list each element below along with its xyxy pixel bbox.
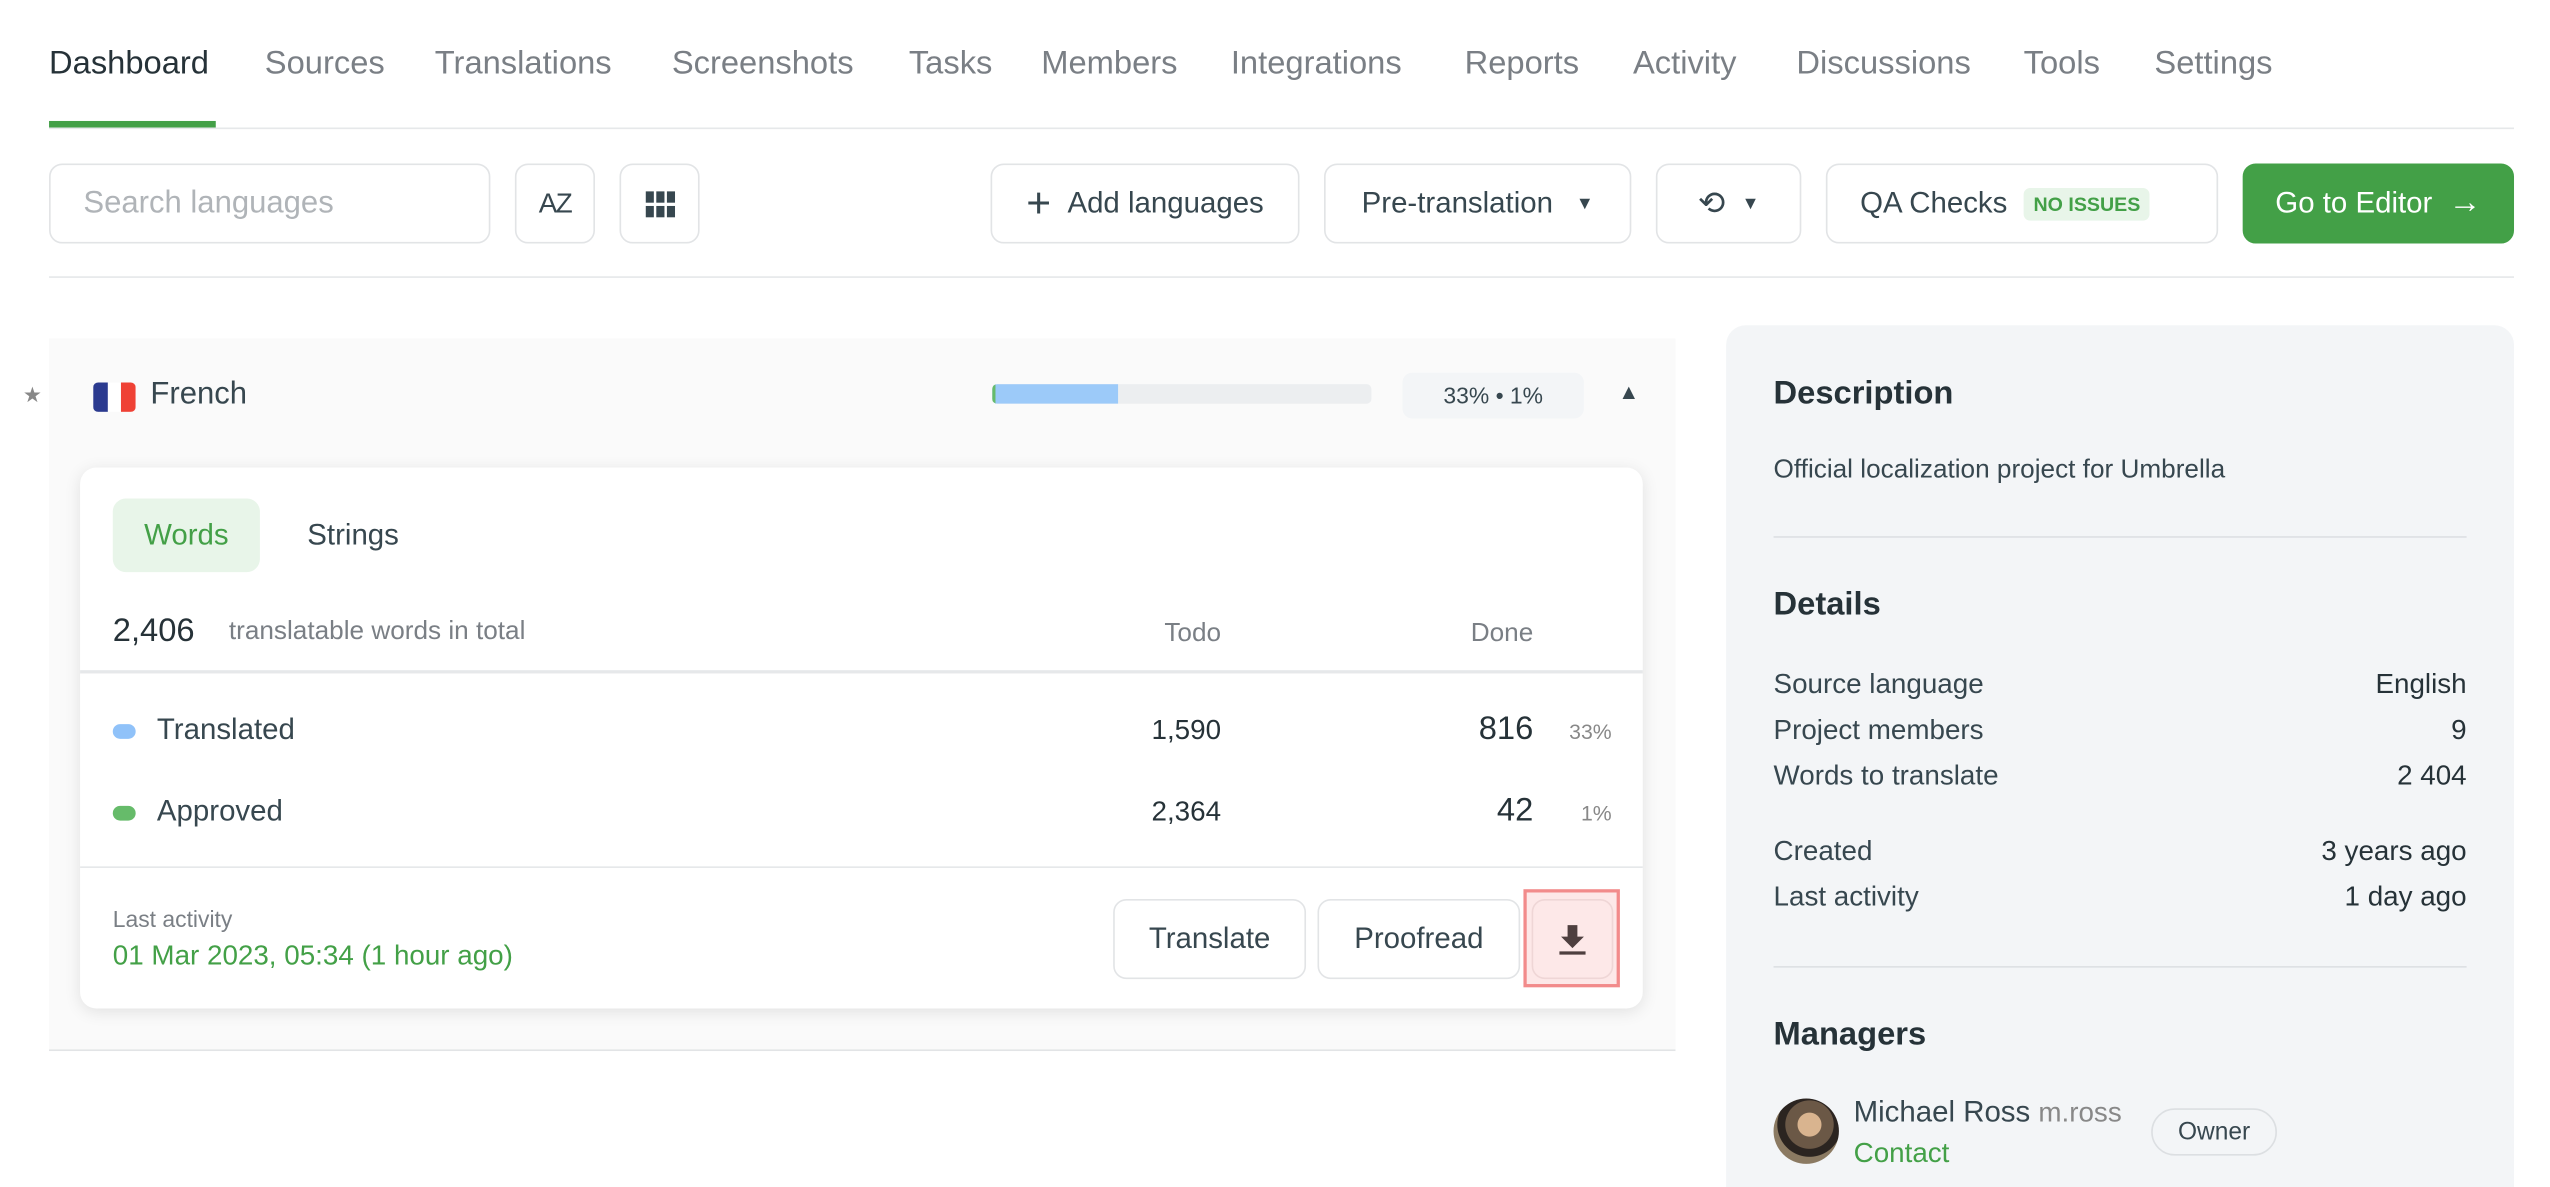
manager-username: m.ross [2038,1096,2122,1128]
french-flag-icon [93,382,136,412]
managers-title: Managers [1773,1016,1927,1053]
tab-words[interactable]: Words [112,498,260,573]
details-title: Details [1773,586,1881,623]
detail-value: 3 years ago [2321,835,2467,867]
active-tab-indicator [49,120,216,128]
translate-button[interactable]: Translate [1113,899,1307,980]
qa-checks-label: QA Checks [1860,186,2008,220]
tab-screenshots[interactable]: Screenshots [671,45,854,82]
sync-icon: ⟲ [1697,186,1726,223]
row-done: 42 [1496,792,1534,829]
download-button[interactable] [1531,899,1614,980]
pretranslation-label: Pre-translation [1361,186,1553,220]
divider [1773,536,2467,538]
progress-badge: 33% • 1% [1402,372,1584,419]
language-name[interactable]: French [150,377,248,412]
detail-label: Project members [1773,714,1984,746]
row-todo: 1,590 [1151,714,1222,746]
description-text: Official localization project for Umbrel… [1773,456,2226,484]
owner-label: Owner [2177,1118,2251,1146]
detail-value: 1 day ago [2344,881,2467,913]
add-languages-button[interactable]: + Add languages [990,163,1300,244]
contact-link[interactable]: Contact [1853,1137,1950,1169]
go-to-editor-label: Go to Editor [2275,186,2433,220]
tab-discussions[interactable]: Discussions [1796,45,1971,82]
sort-button[interactable]: AZ [514,163,595,244]
tab-settings[interactable]: Settings [2154,45,2273,82]
language-progress-bar [992,384,1372,404]
go-to-editor-button[interactable]: Go to Editor → [2242,163,2515,244]
translate-label: Translate [1148,921,1271,955]
divider [1773,966,2467,968]
manager-name: Michael Ross [1853,1095,2031,1128]
caret-down-icon: ▼ [1575,193,1594,214]
tab-members[interactable]: Members [1041,45,1178,82]
tab-strings-label: Strings [307,518,399,551]
search-placeholder: Search languages [83,185,334,220]
proofread-label: Proofread [1354,921,1484,955]
divider [80,866,1643,868]
favorite-star-icon[interactable]: ★ [22,382,42,408]
description-title: Description [1773,375,1954,412]
search-input[interactable]: Search languages [49,163,491,244]
qa-checks-button[interactable]: QA Checks NO ISSUES [1825,163,2219,244]
sort-az-icon: AZ [538,187,573,219]
detail-label: Created [1773,835,1873,867]
translated-dot [112,724,136,739]
progress-text: 33% • 1% [1443,382,1544,409]
divider [49,276,2515,278]
tab-sources[interactable]: Sources [264,45,385,82]
row-todo: 2,364 [1151,796,1222,828]
project-info-panel [1726,325,2515,1187]
detail-label: Words to translate [1773,760,1999,792]
total-words: 2,406 [112,612,195,649]
detail-label: Source language [1773,668,1984,700]
collapse-caret-icon[interactable]: ▲ [1618,379,1640,404]
add-languages-label: Add languages [1067,186,1264,220]
divider [49,127,2515,130]
tab-reports[interactable]: Reports [1464,45,1580,82]
proofread-button[interactable]: Proofread [1317,899,1521,980]
row-percent: 33% [1569,719,1612,744]
download-icon [1559,924,1586,954]
plus-icon: + [1026,178,1052,228]
tab-tasks[interactable]: Tasks [908,45,993,82]
tab-integrations[interactable]: Integrations [1230,45,1402,82]
approved-dot [112,805,136,821]
last-activity-value: 01 Mar 2023, 05:34 (1 hour ago) [112,939,513,971]
tab-translations[interactable]: Translations [434,45,612,82]
done-header: Done [1470,619,1534,648]
row-done: 816 [1478,711,1534,748]
sync-dropdown[interactable]: ⟲ ▼ [1655,163,1802,244]
grid-view-button[interactable] [619,163,700,244]
detail-value: English [2375,668,2467,700]
arrow-right-icon: → [2448,184,2482,221]
row-percent: 1% [1580,800,1612,826]
manager-avatar[interactable] [1773,1098,1839,1164]
detail-value: 2 404 [2397,760,2467,792]
todo-header: Todo [1164,619,1222,648]
owner-badge: Owner [2151,1108,2277,1156]
grid-icon [644,190,675,217]
total-words-label: translatable words in total [228,617,526,646]
translated-progress-fill [992,384,1118,404]
qa-status-badge: NO ISSUES [2023,187,2151,220]
tab-activity[interactable]: Activity [1632,45,1737,82]
tab-words-label: Words [144,518,229,551]
tab-strings[interactable]: Strings [307,518,399,552]
detail-value: 9 [2451,714,2467,746]
row-label: Approved [156,794,283,828]
detail-label: Last activity [1773,881,1919,913]
tab-tools[interactable]: Tools [2023,45,2100,82]
tab-dashboard[interactable]: Dashboard [49,45,209,82]
row-label: Translated [156,712,295,746]
pretranslation-dropdown[interactable]: Pre-translation ▼ [1324,163,1632,244]
last-activity-label: Last activity [112,905,233,932]
caret-down-icon: ▼ [1741,193,1760,214]
divider [80,670,1643,674]
